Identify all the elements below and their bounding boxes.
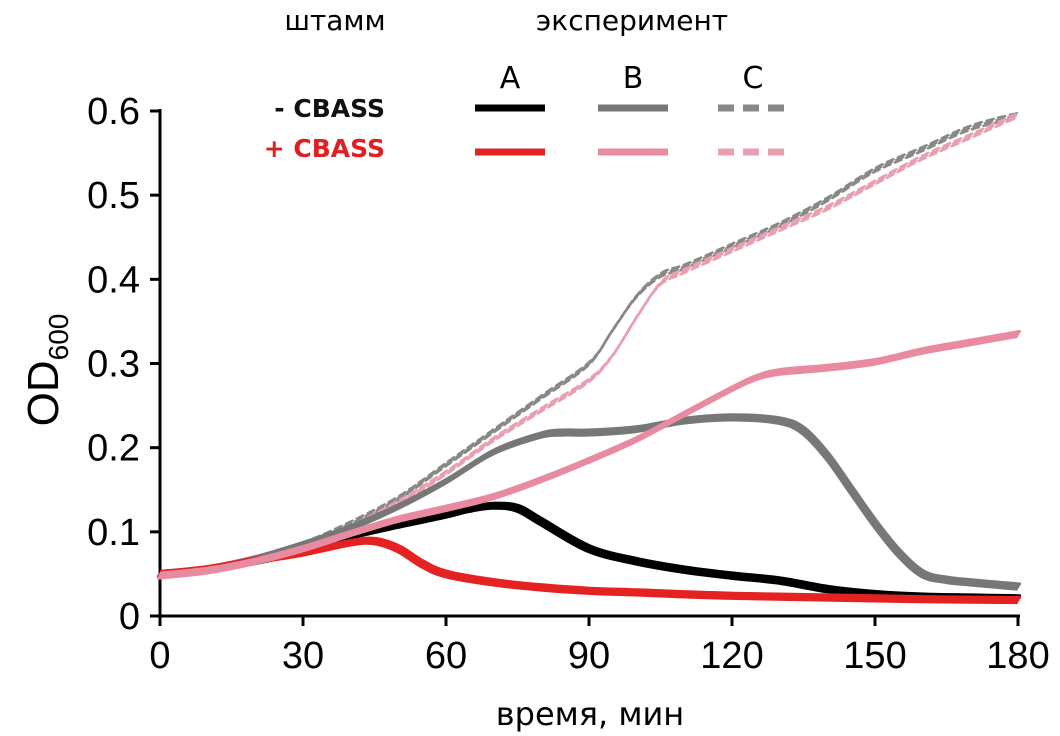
y-axis-title-subscript: 600 (43, 314, 74, 361)
series-plus-cbass-b (156, 329, 1022, 580)
series-plus-cbass-c (157, 111, 1021, 580)
y-axis-title-main: OD (19, 360, 68, 426)
legend-swatches (475, 104, 788, 156)
legend-strain-header: штамм (284, 4, 385, 37)
series-layer (156, 111, 1022, 605)
series-line-minus-cbass-c-rep2 (160, 111, 1021, 573)
x-tick-label: 60 (425, 635, 467, 677)
axis-ticks: 0 30 60 90 120 150 180 0 0.1 0.2 0.3 0.4 0.5 0.6 (87, 91, 1050, 677)
series-line-minus-cbass-b-rep3 (156, 418, 1019, 591)
x-tick-label: 180 (986, 635, 1049, 677)
y-axis-title: OD600 (19, 314, 74, 427)
series-line-minus-cbass-c-rep3 (157, 116, 1018, 578)
x-tick-label: 120 (700, 635, 763, 677)
legend-column-b: B (623, 61, 644, 96)
legend: штамм эксперимент A B C - CBASS + CBASS (264, 4, 788, 163)
x-tick-label: 150 (843, 635, 906, 677)
y-tick-label: 0.4 (87, 259, 140, 301)
legend-row-plus-cbass: + CBASS (264, 134, 385, 163)
y-tick-label: 0.5 (87, 175, 140, 217)
series-line-plus-cbass-b-rep3 (156, 334, 1019, 580)
series-line-plus-cbass-b-rep1 (158, 332, 1020, 578)
series-line-plus-cbass-c-rep1 (158, 113, 1020, 577)
series-line-minus-cbass-b-rep2 (159, 413, 1022, 586)
legend-experiment-header: эксперимент (536, 4, 728, 37)
series-line-plus-cbass-c-rep2 (160, 111, 1021, 575)
series-line-plus-cbass-b-rep2 (159, 329, 1022, 575)
legend-column-a: A (500, 61, 521, 96)
series-line-plus-cbass-c-rep3 (157, 116, 1018, 580)
y-tick-label: 0 (119, 596, 140, 638)
series-minus-cbass-c (157, 111, 1021, 578)
series-line-minus-cbass-c-rep1 (158, 113, 1020, 576)
series-minus-cbass-b (156, 413, 1022, 591)
x-tick-label: 90 (568, 635, 610, 677)
y-tick-label: 0.1 (87, 512, 140, 554)
y-tick-label: 0.6 (87, 91, 140, 133)
y-tick-label: 0.2 (87, 428, 140, 470)
legend-row-minus-cbass: - CBASS (274, 94, 385, 123)
y-tick-label: 0.3 (87, 344, 140, 386)
x-axis-title: время, мин (496, 695, 684, 733)
x-tick-label: 30 (282, 635, 324, 677)
legend-column-c: C (743, 61, 764, 96)
x-tick-label: 0 (149, 635, 170, 677)
series-line-minus-cbass-b-rep1 (158, 415, 1020, 589)
series-line-plus-cbass-a-rep3 (156, 541, 1019, 605)
